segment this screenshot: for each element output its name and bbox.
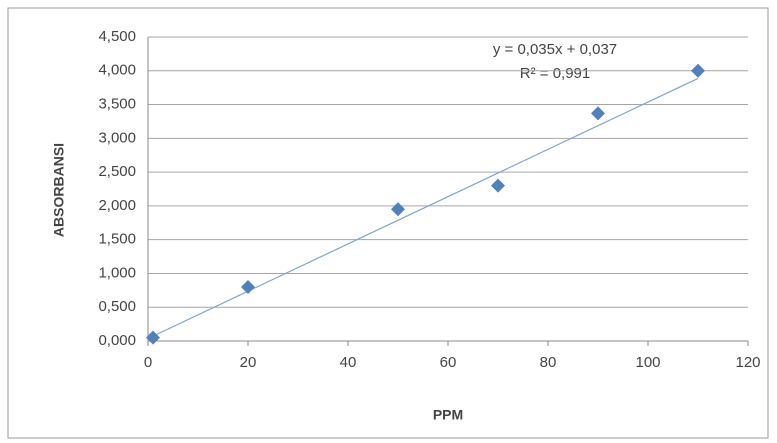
trendline-r2: R² = 0,991 [520,65,590,82]
trendline-equation: y = 0,035x + 0,037 [493,41,617,58]
y-tick-label: 0,000 [98,332,136,349]
x-tick-label: 120 [735,354,760,371]
y-axis-title: ABSORBANSI [51,143,67,237]
y-tick-label: 4,000 [98,62,136,79]
y-tick-label: 0,500 [98,298,136,315]
chart: PPM ABSORBANSI y = 0,035x + 0,037 R² = 0… [0,0,777,443]
x-tick-label: 100 [635,354,660,371]
x-tick-label: 60 [440,354,457,371]
x-tick-label: 20 [240,354,257,371]
y-tick-label: 4,500 [98,28,136,45]
y-tick-label: 3,000 [98,129,136,146]
x-tick-label: 40 [340,354,357,371]
x-tick-label: 80 [540,354,557,371]
x-axis-title: PPM [433,407,463,423]
y-tick-label: 2,500 [98,163,136,180]
y-tick-label: 3,500 [98,96,136,113]
x-tick-label: 0 [144,354,152,371]
y-tick-label: 1,000 [98,264,136,281]
y-tick-label: 1,500 [98,231,136,248]
y-tick-label: 2,000 [98,197,136,214]
